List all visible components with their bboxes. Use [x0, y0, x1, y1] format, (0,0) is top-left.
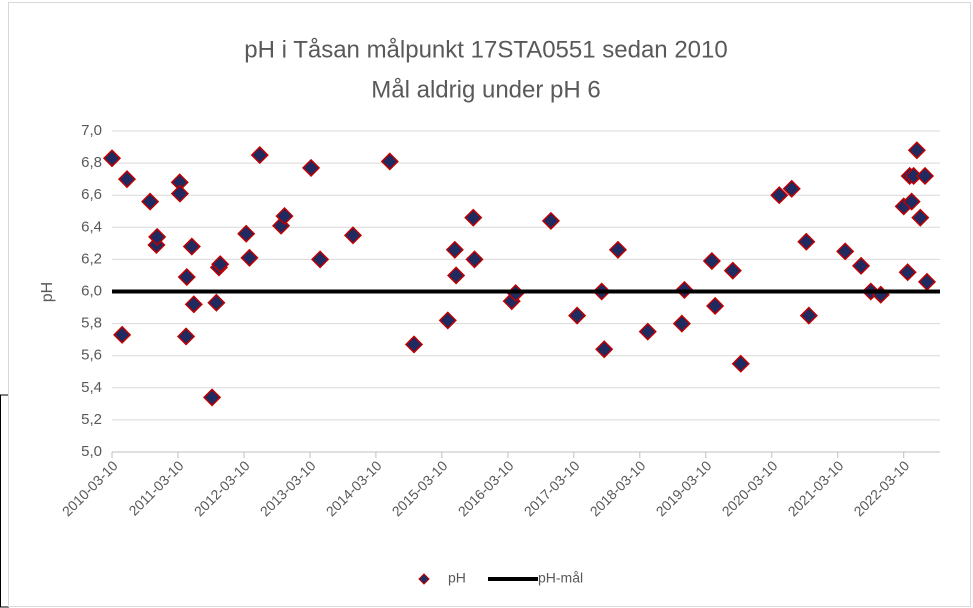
y-tick-label: 6,6: [81, 186, 102, 203]
marker: [797, 232, 816, 251]
marker: [211, 255, 230, 274]
marker: [445, 240, 464, 259]
marker: [911, 208, 930, 227]
marker: [141, 192, 160, 211]
chart-frame: [8, 2, 971, 607]
marker: [113, 325, 132, 344]
marker: [207, 293, 226, 312]
marker: [176, 327, 196, 346]
marker: [380, 152, 399, 171]
marker: [770, 186, 789, 205]
marker: [672, 314, 691, 333]
marker: [177, 267, 196, 287]
marker: [898, 263, 917, 282]
marker: [852, 256, 871, 275]
y-tick-label: 5,8: [81, 315, 102, 332]
marker: [902, 192, 921, 211]
marker: [184, 295, 203, 314]
marker: [438, 311, 457, 330]
marker: [182, 237, 201, 256]
marker: [275, 207, 294, 226]
marker: [102, 149, 122, 168]
y-tick-label: 5,4: [81, 379, 102, 396]
y-tick-label: 6,2: [81, 250, 102, 267]
y-tick-label: 5,6: [81, 347, 102, 364]
y-tick-label: 5,2: [81, 411, 102, 428]
marker: [343, 226, 363, 245]
marker: [702, 251, 721, 271]
marker: [170, 184, 189, 203]
y-axis-label: pH: [39, 282, 56, 302]
marker: [404, 335, 424, 354]
marker: [301, 158, 321, 177]
marker: [638, 322, 657, 341]
marker: [465, 250, 484, 269]
marker: [782, 179, 801, 198]
marker: [907, 141, 926, 160]
marker: [541, 211, 560, 230]
marker: [723, 261, 742, 280]
marker: [203, 388, 222, 407]
y-tick-label: 7,0: [81, 122, 102, 139]
y-tick-label: 6,8: [81, 154, 102, 171]
marker: [447, 266, 466, 285]
chart-title: pH i Tåsan målpunkt 17STA0551 sedan 2010: [244, 36, 727, 63]
y-tick-label: 5,0: [81, 443, 102, 460]
marker: [731, 354, 750, 373]
marker: [915, 166, 935, 186]
legend-label: pH: [448, 570, 466, 586]
legend-swatch: [418, 573, 430, 585]
marker: [836, 242, 855, 261]
legend-label: pH-mål: [538, 570, 583, 586]
marker: [568, 306, 587, 325]
marker: [464, 208, 483, 227]
marker: [250, 146, 269, 165]
y-tick-label: 6,0: [81, 282, 102, 299]
marker: [237, 224, 256, 243]
marker: [148, 227, 167, 246]
marker: [311, 250, 330, 269]
marker: [595, 340, 614, 359]
marker: [799, 306, 818, 325]
frame-fragment: [0, 394, 9, 608]
marker: [117, 170, 137, 189]
y-tick-label: 6,4: [81, 218, 102, 235]
marker: [240, 248, 259, 267]
marker: [608, 240, 628, 259]
chart-subtitle: Mål aldrig under pH 6: [371, 76, 600, 103]
marker: [706, 296, 725, 316]
